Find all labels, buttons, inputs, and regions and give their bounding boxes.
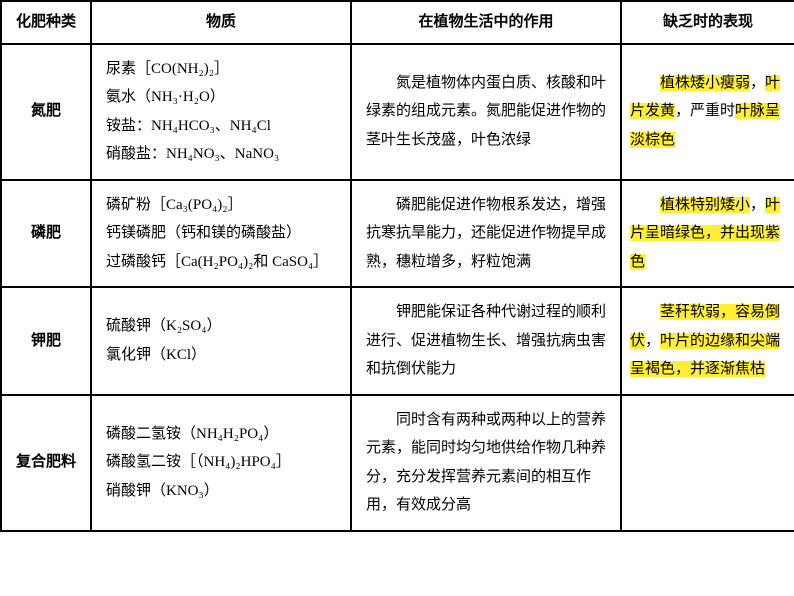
cell-deficiency: 植株特别矮小，叶片呈暗绿色，并出现紫色 [621, 180, 794, 288]
cell-deficiency: 茎秆软弱，容易倒伏，叶片的边缘和尖端呈褐色，并逐渐焦枯 [621, 287, 794, 395]
header-function: 在植物生活中的作用 [351, 1, 621, 44]
substance-item: 磷酸氢二铵［（NH₄)₂HPO₄］ [106, 448, 342, 477]
substance-item: 过磷酸钙［Ca(H₂PO₄)₂和 CaSO₄］ [106, 248, 342, 277]
cell-type: 钾肥 [1, 287, 91, 395]
substance-item: 硝酸盐：NH₄NO₃、NaNO₃ [106, 140, 342, 169]
plain-text: ， [750, 75, 765, 91]
cell-substance: 磷酸二氢铵（NH₄H₂PO₄） 磷酸氢二铵［（NH₄)₂HPO₄］ 硝酸钾（KN… [91, 395, 351, 531]
table-row: 钾肥 硫酸钾（K₂SO₄） 氯化钾（KCl） 钾肥能保证各种代谢过程的顺利进行、… [1, 287, 794, 395]
cell-deficiency [621, 395, 794, 531]
substance-item: 硝酸钾（KNO₃） [106, 477, 342, 506]
header-type: 化肥种类 [1, 1, 91, 44]
highlight-text: 植株特别矮小 [660, 197, 750, 213]
cell-type: 磷肥 [1, 180, 91, 288]
cell-function: 同时含有两种或两种以上的营养元素，能同时均匀地供给作物几种养分，充分发挥营养元素… [351, 395, 621, 531]
plain-text: ，严重时 [675, 103, 735, 119]
fertilizer-table: 化肥种类 物质 在植物生活中的作用 缺乏时的表现 氮肥 尿素［CO(NH₂)₂］… [0, 0, 794, 532]
cell-type: 氮肥 [1, 44, 91, 180]
substance-item: 钙镁磷肥（钙和镁的磷酸盐） [106, 219, 342, 248]
substance-item: 硫酸钾（K₂SO₄） [106, 312, 342, 341]
cell-type: 复合肥料 [1, 395, 91, 531]
header-deficiency: 缺乏时的表现 [621, 1, 794, 44]
substance-item: 尿素［CO(NH₂)₂］ [106, 55, 342, 84]
substance-item: 铵盐：NH₄HCO₃、NH₄Cl [106, 112, 342, 141]
substance-item: 磷矿粉［Ca₃(PO₄)₂］ [106, 191, 342, 220]
table-row: 磷肥 磷矿粉［Ca₃(PO₄)₂］ 钙镁磷肥（钙和镁的磷酸盐） 过磷酸钙［Ca(… [1, 180, 794, 288]
cell-function: 钾肥能保证各种代谢过程的顺利进行、促进植物生长、增强抗病虫害和抗倒伏能力 [351, 287, 621, 395]
cell-deficiency: 植株矮小瘦弱，叶片发黄，严重时叶脉呈淡棕色 [621, 44, 794, 180]
highlight-text: 植株矮小瘦弱 [660, 75, 750, 91]
substance-item: 氨水（NH₃·H₂O） [106, 83, 342, 112]
cell-function: 磷肥能促进作物根系发达，增强抗寒抗旱能力，还能促进作物提早成熟，穗粒增多，籽粒饱… [351, 180, 621, 288]
table-row: 复合肥料 磷酸二氢铵（NH₄H₂PO₄） 磷酸氢二铵［（NH₄)₂HPO₄］ 硝… [1, 395, 794, 531]
table-row: 氮肥 尿素［CO(NH₂)₂］ 氨水（NH₃·H₂O） 铵盐：NH₄HCO₃、N… [1, 44, 794, 180]
cell-substance: 尿素［CO(NH₂)₂］ 氨水（NH₃·H₂O） 铵盐：NH₄HCO₃、NH₄C… [91, 44, 351, 180]
plain-text: ， [645, 333, 660, 349]
header-substance: 物质 [91, 1, 351, 44]
cell-function: 氮是植物体内蛋白质、核酸和叶绿素的组成元素。氮肥能促进作物的茎叶生长茂盛，叶色浓… [351, 44, 621, 180]
cell-substance: 磷矿粉［Ca₃(PO₄)₂］ 钙镁磷肥（钙和镁的磷酸盐） 过磷酸钙［Ca(H₂P… [91, 180, 351, 288]
table-header-row: 化肥种类 物质 在植物生活中的作用 缺乏时的表现 [1, 1, 794, 44]
cell-substance: 硫酸钾（K₂SO₄） 氯化钾（KCl） [91, 287, 351, 395]
plain-text: ， [750, 197, 765, 213]
substance-item: 磷酸二氢铵（NH₄H₂PO₄） [106, 420, 342, 449]
substance-item: 氯化钾（KCl） [106, 341, 342, 370]
